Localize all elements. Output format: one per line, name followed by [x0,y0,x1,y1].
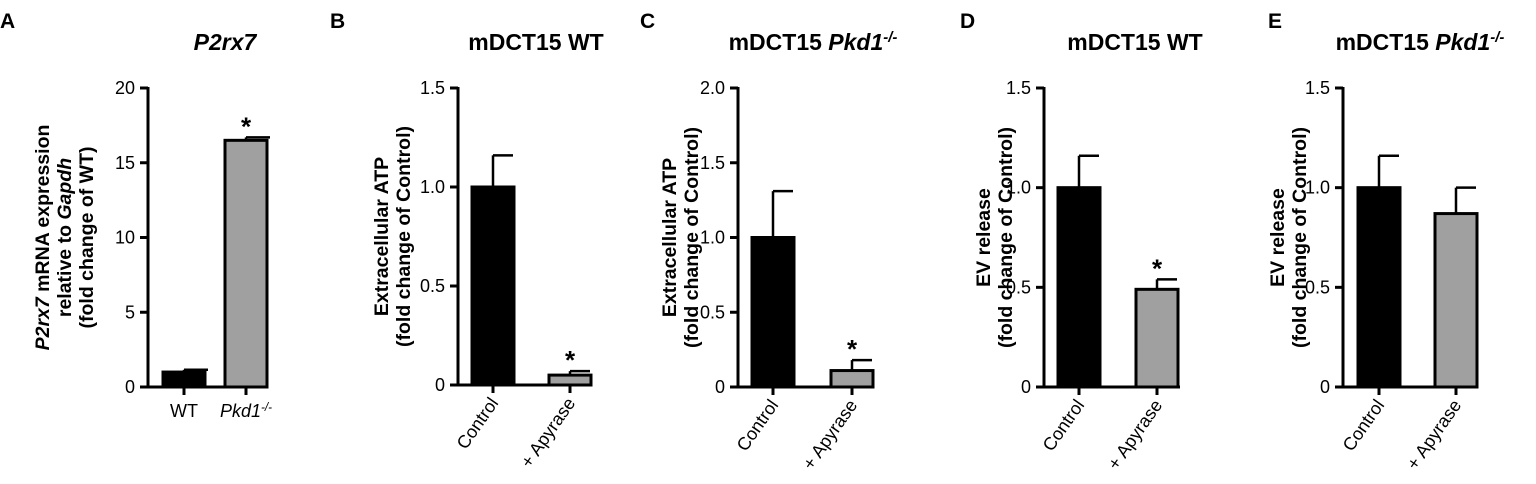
y-tick-label: 0 [1021,377,1031,397]
y-tick-label: 0 [125,377,135,397]
y-axis-label-line: relative to Gapdh [54,158,76,317]
x-category-label: Control [733,396,783,455]
y-tick-label: 0 [1320,377,1330,397]
y-tick-label: 10 [115,228,135,248]
y-tick-label: 5 [125,302,135,322]
y-axis-label-line: Extracellular ATP [659,158,681,317]
y-tick-label: 2.0 [700,78,725,98]
y-axis-label: Extracellular ATP(fold change of Control… [371,126,415,347]
x-category-label: Control [1039,396,1089,455]
x-category-label: Pkd1-/- [220,401,272,422]
panel-A: A P2rx7 P2rx7 mRNA expressionrelative to G… [0,10,272,421]
bar-1 [1056,186,1102,389]
y-axis-label: EV release(fold change of Control) [1267,127,1311,348]
panel-letter: B [330,10,345,33]
panel-letter: E [1268,10,1282,33]
x-category-label: + Apyrase [517,394,580,471]
significance-star: * [565,345,576,375]
y-axis-label: EV release(fold change of Control) [973,127,1017,348]
y-tick-label: 1.5 [1305,78,1330,98]
y-tick-label: 1.0 [1006,178,1031,198]
y-tick-label: 1.5 [420,78,445,98]
chart-title: mDCT15 WT [1067,29,1202,55]
y-axis-label-line: (fold change of Control) [995,127,1017,348]
bar-2 [1433,212,1479,389]
bar-1 [1356,186,1402,389]
chart-title: mDCT15 Pkd1-/- [729,29,898,56]
x-category-label: WT [170,401,198,421]
x-category-label: + Apyrase [1403,396,1466,473]
y-tick-label: 1.0 [420,177,445,197]
bar-2 [547,373,593,387]
y-tick-label: 0 [715,377,725,397]
y-axis-label-line: (fold change of WT) [76,147,98,329]
y-tick-label: 1.0 [1305,178,1330,198]
panel-letter: A [0,10,15,33]
bar-2 [1134,287,1180,389]
panel-letter: D [960,10,975,33]
y-axis-label: Extracellular ATP(fold change of Control… [659,127,703,348]
x-category-label: + Apyrase [799,396,862,473]
y-axis-label-line: (fold change of Control) [681,127,703,348]
y-axis-label-line: P2rx7 mRNA expression [32,125,54,351]
y-axis-label-line: EV release [973,188,995,287]
y-axis-label: P2rx7 mRNA expressionrelative to Gapdh(f… [32,125,98,351]
significance-star: * [1152,253,1163,283]
y-axis-label-line: (fold change of Control) [1289,127,1311,348]
chart-title: mDCT15 Pkd1-/- [1336,29,1505,56]
significance-star: * [847,334,858,364]
x-category-label: Control [453,394,503,453]
y-tick-label: 15 [115,153,135,173]
y-tick-label: 1.5 [1006,78,1031,98]
significance-star: * [241,111,252,141]
chart-title: P2rx7 [194,29,258,55]
y-tick-label: 0.5 [420,276,445,296]
panel-letter: C [640,10,655,33]
y-tick-label: 0.5 [1305,277,1330,297]
y-tick-label: 1.0 [700,228,725,248]
bar-2 [223,138,269,389]
y-tick-label: 0.5 [700,302,725,322]
x-category-label: + Apyrase [1104,396,1167,473]
x-category-label: Control [1339,396,1389,455]
y-axis-label-line: Extracellular ATP [371,157,393,316]
y-axis-label-line: EV release [1267,188,1289,287]
y-tick-label: 1.5 [700,153,725,173]
bar-1 [750,236,796,389]
y-tick-label: 0.5 [1006,277,1031,297]
y-tick-label: 0 [435,375,445,395]
y-tick-label: 20 [115,78,135,98]
y-axis-label-line: (fold change of Control) [393,126,415,347]
bar-1 [470,185,516,387]
bar-2 [829,369,875,389]
chart-title: mDCT15 WT [468,29,603,55]
bar-1 [161,370,207,389]
